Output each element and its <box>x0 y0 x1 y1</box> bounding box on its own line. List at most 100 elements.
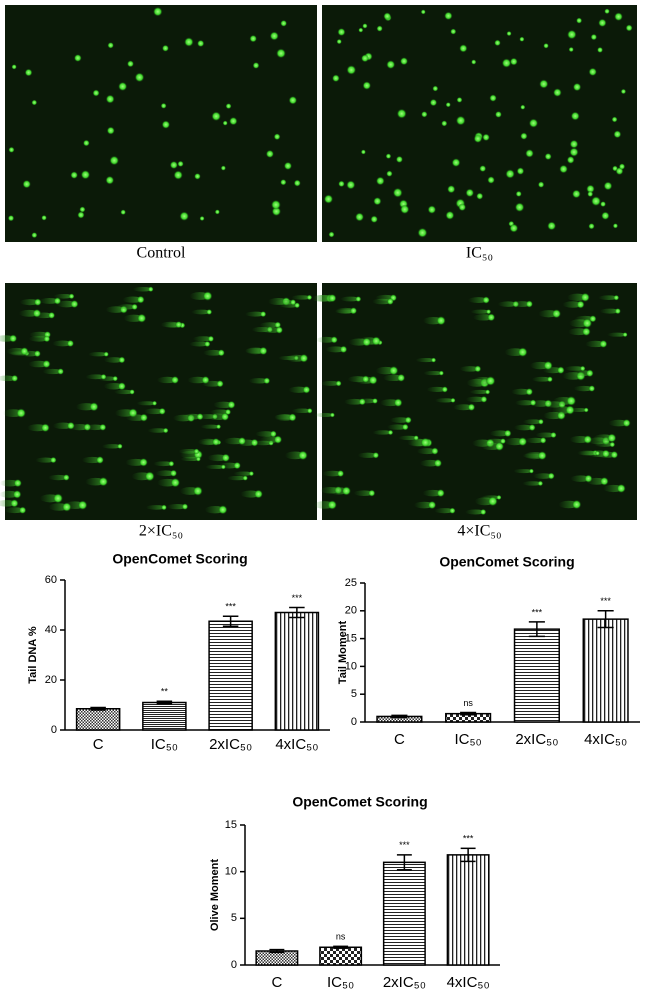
comet-head <box>387 429 394 436</box>
x-tick-label: C <box>394 731 405 748</box>
comet-head <box>355 212 365 222</box>
comet-head <box>590 33 598 41</box>
comet-head <box>77 500 88 510</box>
comet-head <box>506 30 512 37</box>
error-bar <box>156 700 173 705</box>
comet-head <box>436 316 446 326</box>
comet-head <box>585 369 594 378</box>
comet-head <box>580 292 590 302</box>
comet-head <box>610 450 619 459</box>
comet-head <box>622 418 631 428</box>
comet-head <box>395 155 403 163</box>
comet-head <box>222 120 228 126</box>
comet-head <box>567 29 577 40</box>
comet-head <box>476 192 484 200</box>
comet-head <box>386 170 393 177</box>
bar <box>274 611 320 731</box>
y-axis-label: Olive Moment <box>209 859 221 931</box>
comet-head <box>358 398 366 406</box>
comet-head <box>117 382 126 391</box>
y-axis-label: Tail DNA % <box>27 626 39 684</box>
comet-head <box>370 215 378 224</box>
comet-head <box>341 486 351 496</box>
comet-head <box>70 299 79 309</box>
comet-head <box>515 190 522 197</box>
comet-head <box>482 133 490 142</box>
comet-head <box>587 191 594 198</box>
y-tick-label: 20 <box>345 605 357 617</box>
y-tick-label: 5 <box>351 688 357 700</box>
error-bar <box>391 714 408 719</box>
comet-head <box>329 412 335 418</box>
comet-head <box>109 155 120 166</box>
comet-head <box>441 120 448 127</box>
y-tick-label: 25 <box>345 577 357 589</box>
x-tick-label: 4xIC₅₀ <box>275 736 318 753</box>
comet-head <box>550 431 557 439</box>
comet-tail <box>579 451 600 456</box>
comet-head <box>400 204 410 215</box>
comet-head <box>420 437 431 448</box>
significance-label: *** <box>463 834 474 844</box>
comet-head <box>450 397 456 403</box>
bar <box>75 708 121 731</box>
significance-label: *** <box>399 840 410 850</box>
significance-label: *** <box>225 602 236 612</box>
comet-head <box>372 451 380 459</box>
comet-head <box>346 65 357 75</box>
comet-tail <box>114 389 135 395</box>
comet-tail <box>598 295 619 300</box>
comet-head <box>458 203 467 212</box>
comet-head <box>604 8 610 15</box>
comet-head <box>20 347 29 356</box>
error-bar <box>597 610 614 629</box>
comet-tail <box>189 341 210 347</box>
comet-head <box>427 500 437 510</box>
comet-head <box>96 456 104 464</box>
comet-head <box>259 346 268 356</box>
comet-head <box>537 181 545 188</box>
comet-tail <box>340 296 361 302</box>
comet-head <box>485 389 491 395</box>
comet-head <box>612 223 619 229</box>
comet-tail <box>470 309 491 314</box>
y-axis-label: Tail Moment <box>337 620 349 684</box>
comet-head <box>496 494 502 500</box>
comet-head <box>204 340 211 348</box>
comet-head <box>302 385 311 394</box>
comet-head <box>168 460 175 467</box>
bar <box>208 620 253 731</box>
x-tick-label: C <box>271 974 282 991</box>
comet-head <box>171 375 180 384</box>
comet-head <box>147 286 154 293</box>
error-bar <box>90 706 106 711</box>
significance-label: *** <box>532 607 543 617</box>
comet-head <box>432 85 439 92</box>
y-tick-label: 10 <box>345 660 357 672</box>
comet-head <box>252 62 260 69</box>
comet-head <box>144 471 155 482</box>
comet-head <box>250 438 259 447</box>
comet-tail <box>423 371 444 376</box>
comet-head <box>338 180 345 188</box>
comet-head <box>445 102 451 108</box>
comet-tail <box>426 386 447 392</box>
comet-head <box>136 295 145 304</box>
comet-head <box>438 370 444 376</box>
comet-head <box>270 199 281 210</box>
comet-head <box>582 327 591 337</box>
comet-head <box>161 44 169 52</box>
comet-head <box>586 184 595 194</box>
comet-head <box>175 321 183 329</box>
comet-head <box>355 296 362 303</box>
comet-head <box>107 42 114 49</box>
comet-head <box>503 429 512 438</box>
panel-label: 4×IC₅₀ <box>457 523 501 540</box>
comet-head <box>431 357 437 363</box>
comet-head <box>275 326 284 334</box>
comet-head <box>306 407 313 414</box>
comet-head <box>362 81 372 90</box>
comet-head <box>33 298 42 306</box>
comet-head <box>588 67 597 77</box>
comet-head <box>546 376 553 383</box>
